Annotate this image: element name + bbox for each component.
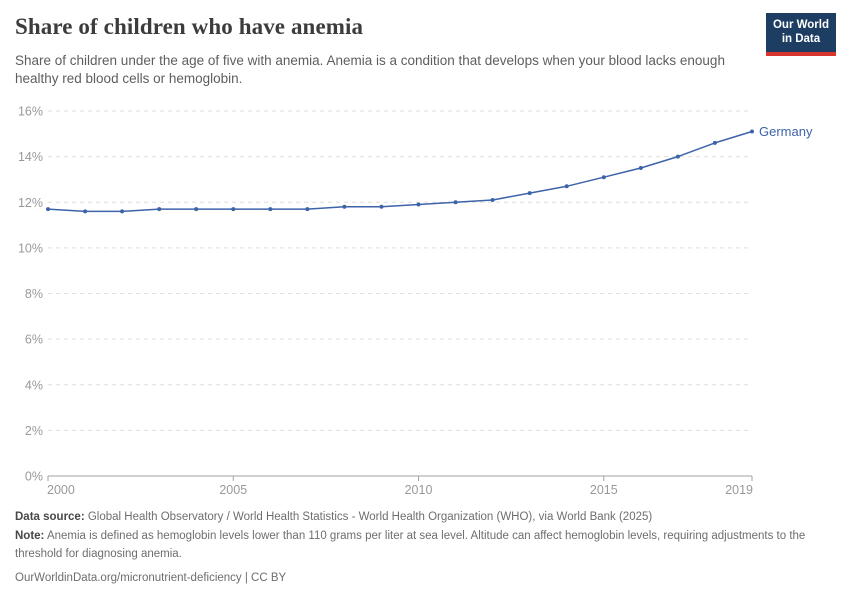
owid-logo-line1: Our World <box>772 19 829 31</box>
y-tick-label: 10% <box>18 241 43 255</box>
y-tick-label: 8% <box>25 287 43 301</box>
page-title: Share of children who have anemia <box>15 14 364 39</box>
data-point[interactable] <box>416 202 421 207</box>
data-point[interactable] <box>120 209 125 214</box>
note-text: Anemia is defined as hemoglobin levels l… <box>15 530 806 560</box>
y-tick-label: 16% <box>18 105 43 119</box>
data-point[interactable] <box>379 204 384 209</box>
data-point[interactable] <box>83 209 88 214</box>
data-point[interactable] <box>675 154 680 159</box>
data-point[interactable] <box>342 204 347 209</box>
y-tick-label: 12% <box>18 196 43 210</box>
note-label: Note: <box>15 530 45 543</box>
data-point[interactable] <box>46 207 50 212</box>
data-point[interactable] <box>601 175 606 180</box>
data-point[interactable] <box>305 207 310 212</box>
x-tick-label: 2019 <box>725 483 753 497</box>
data-point[interactable] <box>750 129 754 134</box>
series-entity-label[interactable]: Germany <box>759 124 813 139</box>
chart-footer: Data source: Global Health Observatory /… <box>15 509 835 587</box>
y-tick-label: 2% <box>25 424 43 438</box>
data-point[interactable] <box>231 207 236 212</box>
y-tick-label: 4% <box>25 378 43 392</box>
footer-link[interactable]: OurWorldinData.org/micronutrient-deficie… <box>15 571 287 584</box>
x-tick-label: 2015 <box>590 483 618 497</box>
data-point[interactable] <box>490 198 495 202</box>
data-source-label: Data source: <box>15 511 85 523</box>
y-tick-label: 14% <box>18 150 43 164</box>
chart-subtitle: Share of children under the age of five … <box>15 53 725 86</box>
owid-logo-line2: in Data <box>781 33 821 46</box>
data-point[interactable] <box>194 207 199 212</box>
y-tick-label: 0% <box>25 470 43 484</box>
owid-logo[interactable]: Our World in Data <box>765 13 836 56</box>
data-point[interactable] <box>564 184 569 189</box>
data-point[interactable] <box>157 207 162 212</box>
x-tick-label: 2005 <box>219 483 247 497</box>
y-tick-label: 6% <box>25 333 43 347</box>
note-line: Note: Anemia is defined as hemoglobin le… <box>15 528 835 563</box>
data-point[interactable] <box>638 166 643 170</box>
x-tick-label: 2000 <box>47 483 75 497</box>
line-chart-svg: 0% 2% 4% 6% 8% 10% 12% 14% 16% 2000 2005 2010 2015 20… <box>18 105 813 498</box>
trend-line <box>47 130 753 213</box>
data-source-text: Global Health Observatory / World Health… <box>84 511 653 523</box>
data-point[interactable] <box>527 191 532 196</box>
x-tick-label: 2010 <box>405 483 433 497</box>
data-point[interactable] <box>712 140 717 145</box>
data-point[interactable] <box>453 200 458 205</box>
chart-plot-area[interactable]: 0% 2% 4% 6% 8% 10% 12% 14% 16% 2000 2005 2010 2015 20… <box>0 95 850 500</box>
data-point[interactable] <box>268 207 273 212</box>
data-source-line: Data source: Global Health Observatory /… <box>15 509 835 526</box>
